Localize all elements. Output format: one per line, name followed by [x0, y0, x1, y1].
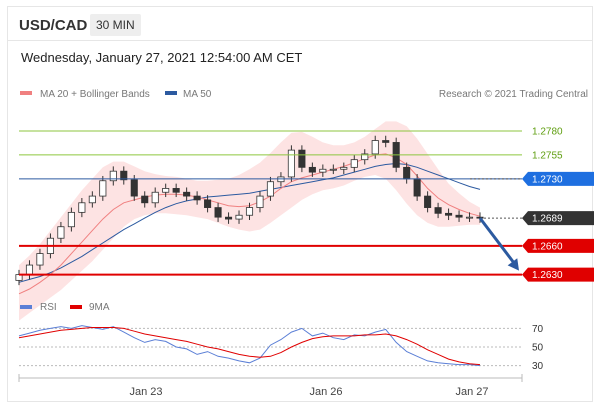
ma20-legend-label: MA 20 + Bollinger Bands	[40, 89, 150, 100]
candle	[287, 145, 295, 182]
candle	[465, 212, 474, 222]
rsi-line	[18, 325, 481, 367]
x-axis: Jan 23 Jan 26 Jan 27	[18, 374, 523, 398]
forecast-arrow	[478, 217, 519, 271]
rsi-legend: RSI 9MA	[20, 302, 110, 313]
candle	[193, 191, 201, 205]
price-plot	[15, 121, 484, 321]
level-support-2: 1.2630	[19, 267, 594, 282]
rsi-tick-70: 70	[532, 324, 544, 335]
candle	[204, 195, 212, 213]
candle	[329, 164, 337, 175]
candle	[151, 187, 159, 208]
level-resistance-2: 1.2780	[19, 126, 563, 137]
chart-card: USD/CAD 30 MIN Wednesday, January 27, 20…	[7, 6, 594, 402]
level-label-support-1: 1.2660	[532, 241, 563, 252]
candle	[245, 202, 254, 221]
candle	[88, 191, 96, 208]
x-tick-jan26: Jan 26	[309, 386, 342, 398]
candle	[78, 198, 86, 218]
level-support-1: 1.2660	[19, 238, 594, 253]
candle	[319, 164, 327, 177]
candle	[141, 191, 149, 208]
candle	[308, 162, 316, 177]
price-levels: 1.2780 1.2755 1.2730 1.2689 1.2660 1.2630	[19, 126, 594, 282]
ma20-swatch	[20, 91, 32, 95]
candle	[434, 202, 442, 219]
x-tick-jan23: Jan 23	[129, 386, 162, 398]
ma50-line	[18, 162, 481, 283]
level-label-resistance-1: 1.2755	[532, 150, 563, 161]
candle	[120, 166, 128, 185]
symbol-title: USD/CAD	[19, 17, 88, 34]
rsi-swatch	[20, 305, 32, 309]
candle	[225, 212, 233, 224]
candle	[445, 208, 453, 221]
level-pivot: 1.2730	[19, 171, 594, 186]
candle	[298, 145, 306, 173]
level-label-support-2: 1.2630	[532, 270, 563, 281]
bollinger-band	[19, 121, 480, 321]
level-label-resistance-2: 1.2780	[532, 126, 563, 137]
timestamp: Wednesday, January 27, 2021 12:54:00 AM …	[21, 50, 303, 65]
rsi9-swatch	[70, 305, 82, 309]
candle	[99, 175, 107, 201]
level-resistance-1: 1.2755	[19, 150, 563, 161]
x-tick-jan27: Jan 27	[455, 386, 488, 398]
rsi-plot: 70 50 30	[18, 324, 544, 372]
candle	[183, 187, 191, 201]
candle	[67, 207, 75, 232]
level-label-current: 1.2689	[532, 214, 563, 225]
candle	[424, 191, 432, 213]
rsi-legend-label: RSI	[40, 302, 57, 313]
candle	[256, 191, 264, 213]
candle	[36, 248, 44, 270]
rsi-tick-30: 30	[532, 361, 544, 372]
rsi9-legend-label: 9MA	[89, 302, 110, 313]
legend: MA 20 + Bollinger Bands MA 50 Research ©…	[20, 89, 588, 100]
price-chart: MA 20 + Bollinger Bands MA 50 Research ©…	[15, 89, 594, 398]
research-credit: Research © 2021 Trading Central	[439, 89, 588, 100]
level-label-pivot: 1.2730	[532, 174, 563, 185]
candle	[172, 183, 180, 198]
candle	[235, 210, 243, 224]
candle	[109, 166, 117, 186]
candle	[214, 202, 222, 222]
candle	[361, 149, 369, 165]
rsi9-line	[18, 327, 481, 366]
timeframe-badge[interactable]: 30 MIN	[90, 14, 141, 36]
rsi-tick-50: 50	[532, 343, 544, 354]
candle	[57, 221, 65, 244]
header-bar: USD/CAD 30 MIN	[8, 7, 592, 41]
candle	[382, 135, 390, 148]
candle	[455, 210, 463, 222]
candle	[350, 154, 358, 173]
level-current: 1.2689	[480, 211, 594, 226]
ma50-swatch	[165, 91, 177, 95]
candle	[162, 183, 170, 198]
candle	[266, 176, 274, 201]
candle	[340, 162, 348, 175]
ma50-legend-label: MA 50	[183, 89, 212, 100]
